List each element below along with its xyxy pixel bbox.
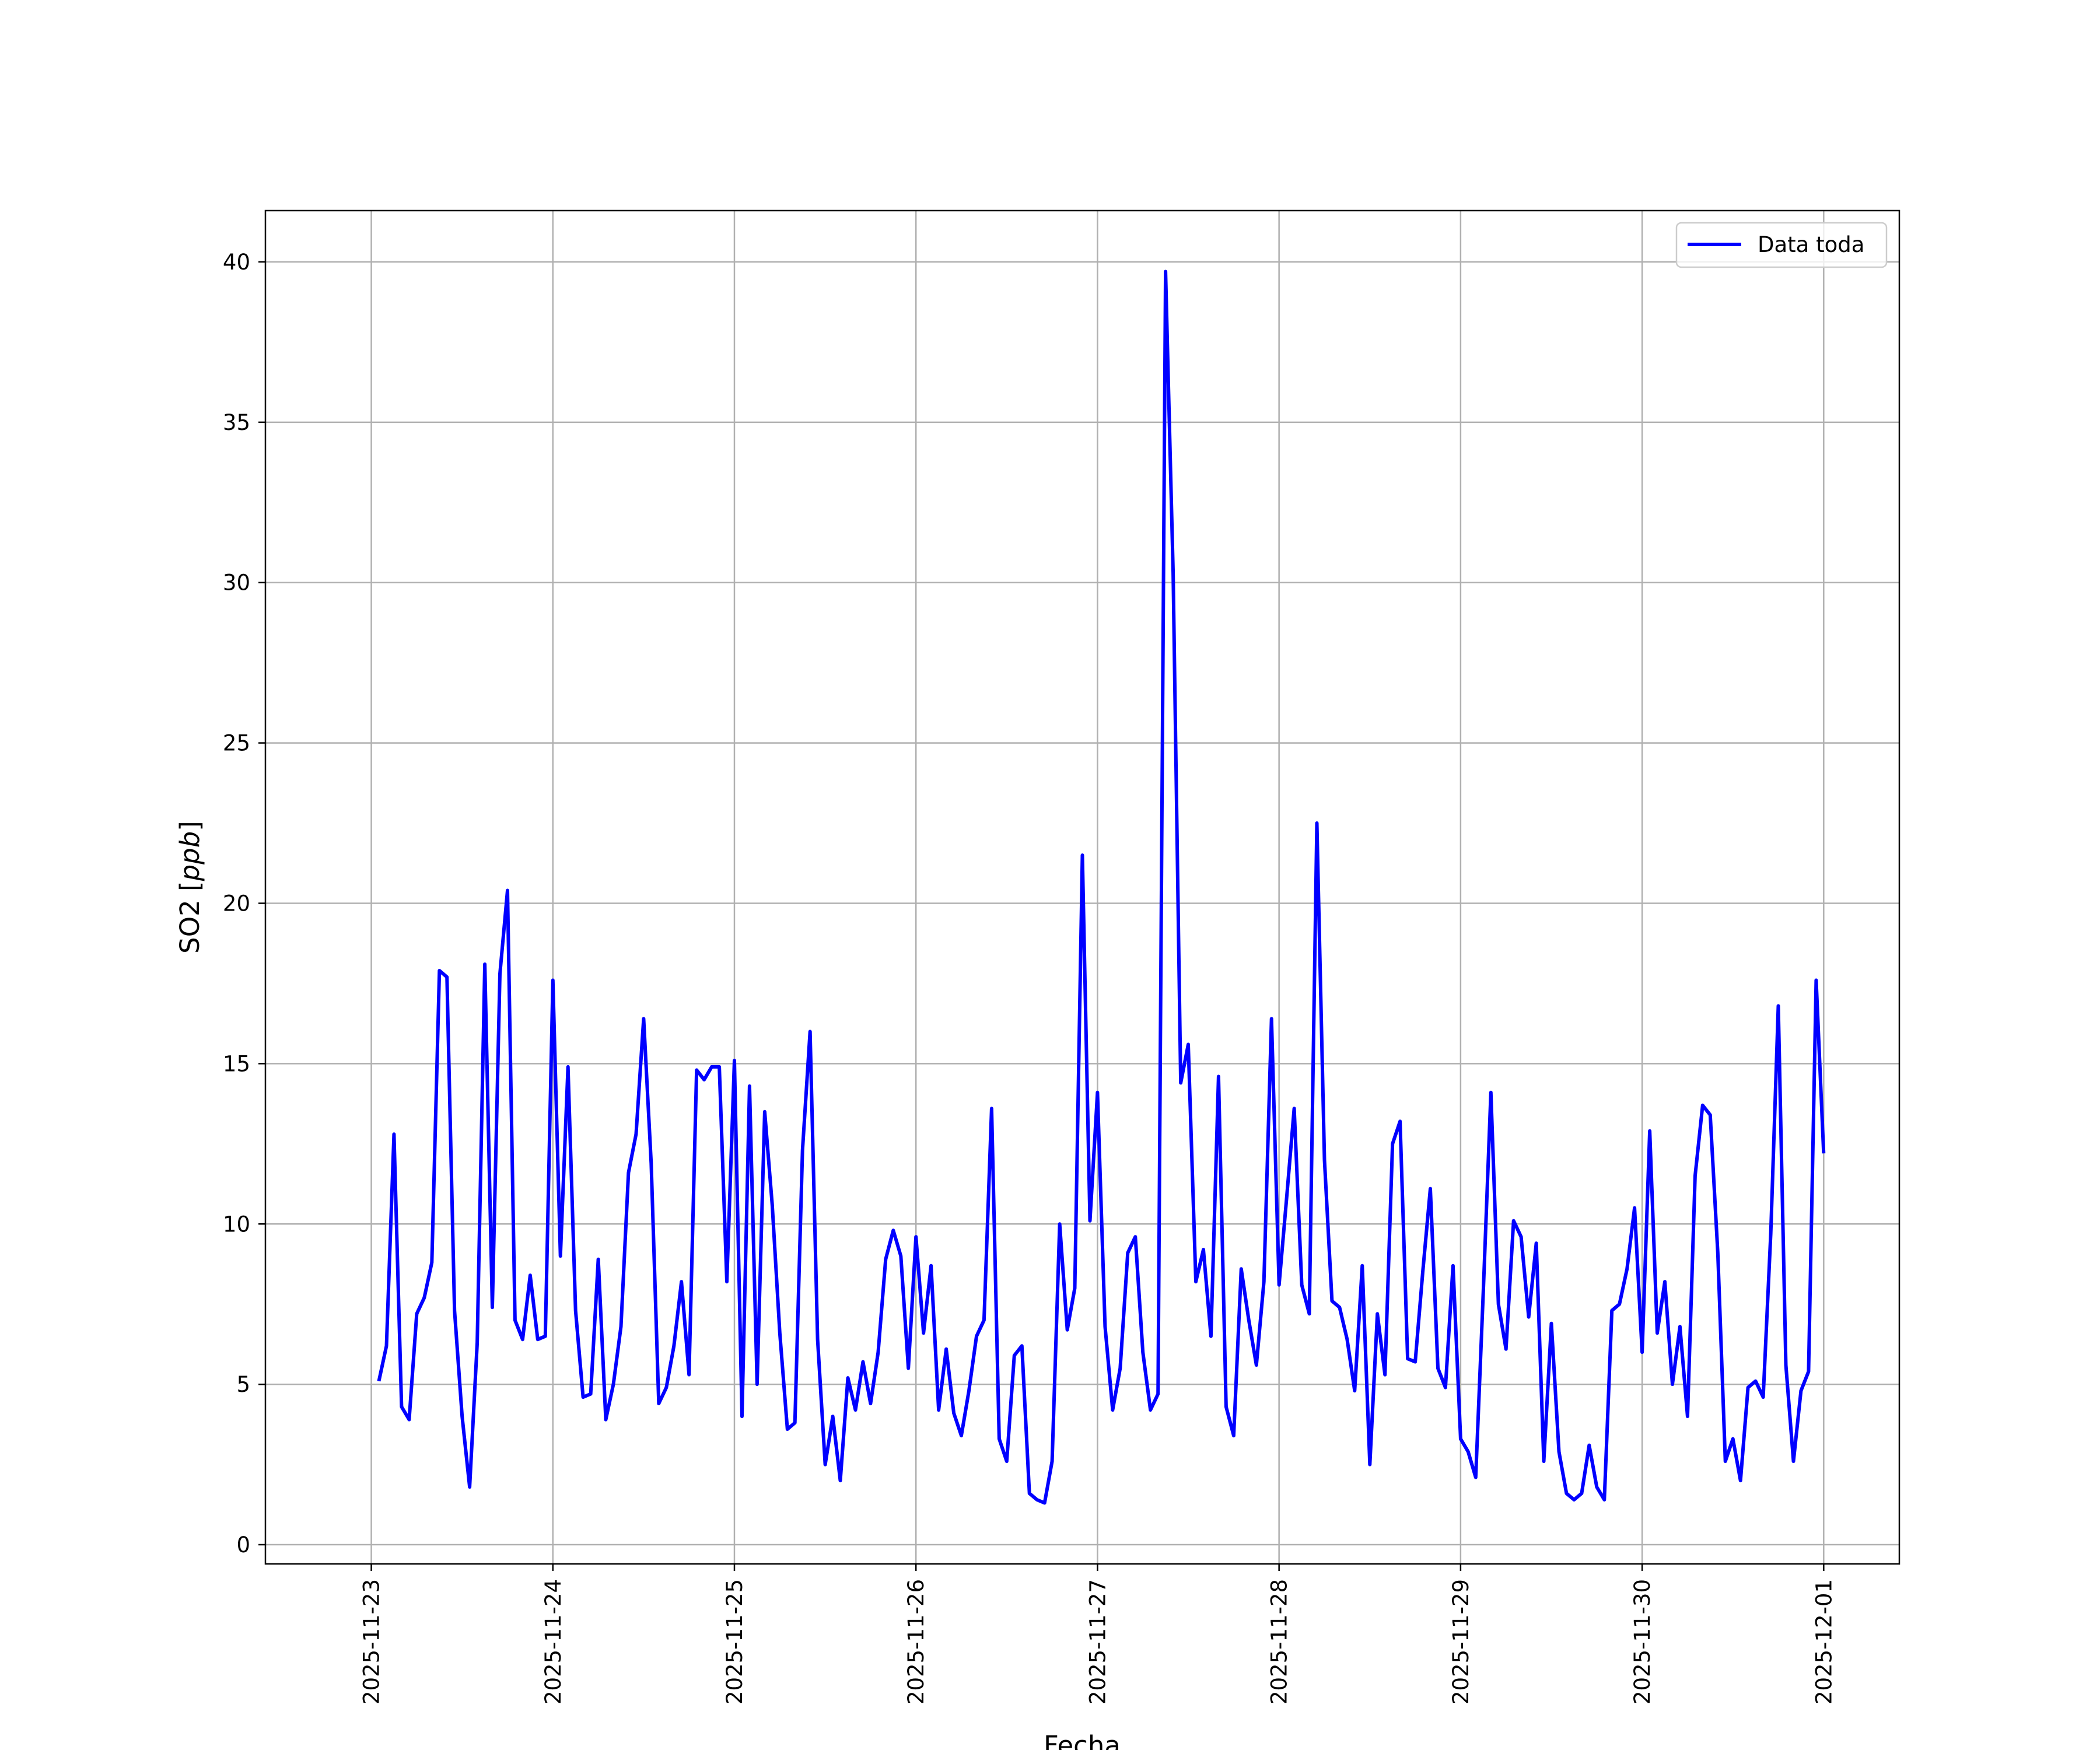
x-tick-label: 2025-11-29 (1448, 1579, 1474, 1704)
x-tick-label: 2025-12-01 (1811, 1579, 1836, 1704)
y-tick-label: 30 (223, 570, 250, 596)
y-axis-label: SO2 [ppb] (174, 821, 205, 954)
series-layer (377, 270, 1826, 1505)
y-tick-label: 25 (223, 731, 250, 756)
x-tick-label: 2025-11-27 (1085, 1579, 1110, 1704)
y-axis-label-close: ] (174, 821, 205, 831)
legend-label: Data toda (1758, 232, 1864, 257)
x-tick-label: 2025-11-28 (1267, 1579, 1292, 1704)
plot-frame (264, 209, 1901, 1565)
y-tick-label: 35 (223, 410, 250, 435)
y-tick-label: 5 (236, 1372, 250, 1397)
legend-box (1675, 222, 1888, 268)
legend: Data toda (1675, 222, 1888, 268)
y-tick-label: 15 (223, 1051, 250, 1076)
x-tick-label: 2025-11-26 (904, 1579, 929, 1704)
series-line (377, 270, 1826, 1505)
y-tick-label: 0 (236, 1532, 250, 1558)
x-tick-label: 2025-11-30 (1630, 1579, 1655, 1704)
y-axis-label-main: SO2 [ (174, 881, 205, 953)
x-tick-label: 2025-11-24 (541, 1579, 566, 1704)
y-tick-label: 20 (223, 891, 250, 916)
y-axis-label-unit: ppb (174, 831, 205, 882)
x-tick-label: 2025-11-25 (722, 1579, 747, 1704)
y-tick-label: 10 (223, 1212, 250, 1237)
grid-layer (265, 211, 1899, 1564)
x-axis-label: Fecha (1044, 1730, 1121, 1750)
x-tick-label: 2025-11-23 (359, 1579, 384, 1704)
y-tick-label: 40 (223, 250, 250, 275)
ticks-layer: 0 5 10 15 20 25 30 35 40 2025-11-23 2025-11-24 2025… (223, 250, 1836, 1704)
